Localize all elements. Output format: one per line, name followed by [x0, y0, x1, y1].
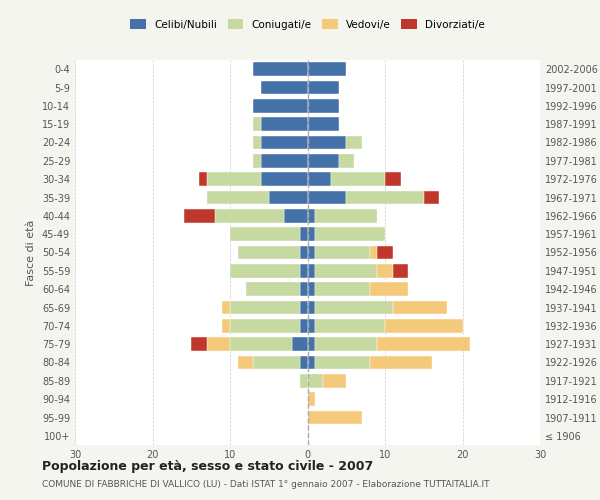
Bar	[215, 209, 284, 222]
Bar	[253, 62, 308, 76]
Bar	[300, 356, 308, 370]
Bar	[370, 356, 431, 370]
Bar	[308, 282, 315, 296]
Bar	[253, 356, 300, 370]
Bar	[308, 118, 338, 131]
Bar	[184, 209, 215, 222]
Bar	[315, 282, 370, 296]
Bar	[292, 338, 308, 351]
Bar	[308, 209, 315, 222]
Bar	[393, 300, 447, 314]
Bar	[191, 338, 207, 351]
Bar	[284, 209, 308, 222]
Bar	[315, 300, 393, 314]
Bar	[308, 264, 315, 278]
Bar	[331, 172, 385, 186]
Bar	[308, 356, 315, 370]
Bar	[315, 228, 385, 241]
Bar	[308, 338, 315, 351]
Bar	[315, 338, 377, 351]
Bar	[222, 319, 230, 332]
Bar	[300, 300, 308, 314]
Text: COMUNE DI FABBRICHE DI VALLICO (LU) - Dati ISTAT 1° gennaio 2007 - Elaborazione : COMUNE DI FABBRICHE DI VALLICO (LU) - Da…	[42, 480, 490, 489]
Bar	[308, 136, 346, 149]
Bar	[308, 246, 315, 260]
Bar	[346, 190, 424, 204]
Bar	[230, 319, 300, 332]
Bar	[308, 319, 315, 332]
Bar	[308, 80, 338, 94]
Bar	[323, 374, 346, 388]
Text: Popolazione per età, sesso e stato civile - 2007: Popolazione per età, sesso e stato civil…	[42, 460, 373, 473]
Bar	[300, 246, 308, 260]
Bar	[245, 282, 300, 296]
Bar	[308, 228, 315, 241]
Bar	[261, 154, 308, 168]
Bar	[300, 264, 308, 278]
Bar	[238, 356, 253, 370]
Bar	[230, 338, 292, 351]
Bar	[207, 190, 269, 204]
Bar	[230, 228, 300, 241]
Bar	[269, 190, 308, 204]
Bar	[315, 356, 370, 370]
Bar	[207, 338, 230, 351]
Bar	[300, 319, 308, 332]
Bar	[370, 246, 377, 260]
Bar	[338, 154, 354, 168]
Bar	[385, 319, 463, 332]
Bar	[377, 246, 393, 260]
Bar	[230, 300, 300, 314]
Bar	[377, 264, 393, 278]
Bar	[377, 338, 470, 351]
Bar	[315, 246, 370, 260]
Bar	[308, 99, 338, 112]
Bar	[315, 319, 385, 332]
Bar	[253, 136, 261, 149]
Bar	[261, 172, 308, 186]
Bar	[370, 282, 408, 296]
Bar	[308, 154, 338, 168]
Bar	[261, 136, 308, 149]
Bar	[346, 136, 362, 149]
Bar	[230, 264, 300, 278]
Bar	[308, 374, 323, 388]
Bar	[308, 392, 315, 406]
Bar	[315, 264, 377, 278]
Legend: Celibi/Nubili, Coniugati/e, Vedovi/e, Divorziati/e: Celibi/Nubili, Coniugati/e, Vedovi/e, Di…	[126, 15, 489, 34]
Bar	[222, 300, 230, 314]
Y-axis label: Fasce di età: Fasce di età	[26, 220, 36, 286]
Bar	[199, 172, 207, 186]
Bar	[308, 410, 362, 424]
Bar	[253, 154, 261, 168]
Bar	[261, 80, 308, 94]
Bar	[308, 172, 331, 186]
Bar	[424, 190, 439, 204]
Bar	[308, 300, 315, 314]
Bar	[393, 264, 408, 278]
Bar	[315, 209, 377, 222]
Bar	[300, 374, 308, 388]
Bar	[300, 228, 308, 241]
Bar	[253, 118, 261, 131]
Bar	[261, 118, 308, 131]
Bar	[253, 99, 308, 112]
Bar	[238, 246, 300, 260]
Bar	[300, 282, 308, 296]
Bar	[308, 62, 346, 76]
Bar	[308, 190, 346, 204]
Bar	[207, 172, 261, 186]
Bar	[385, 172, 401, 186]
